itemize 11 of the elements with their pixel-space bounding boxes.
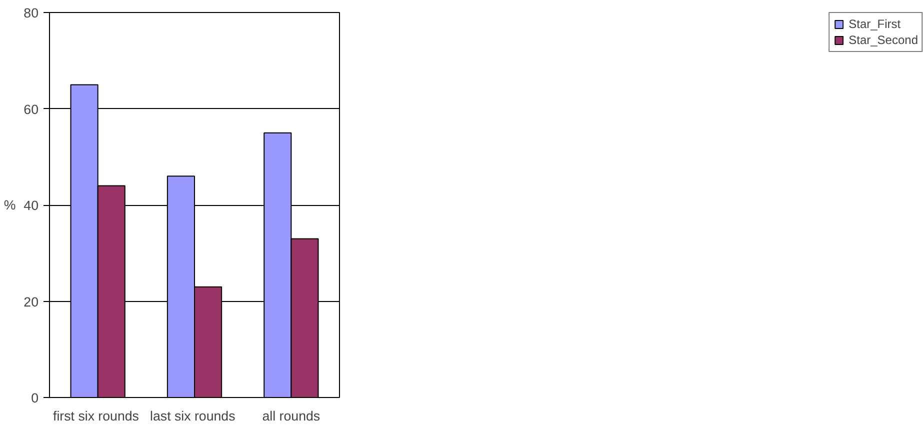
- x-tick-label: first six rounds: [53, 408, 140, 424]
- y-axis-title: %: [4, 198, 16, 212]
- y-tick-label: 60: [24, 102, 39, 117]
- legend-label: Star_Second: [848, 33, 918, 47]
- y-tick-label: 20: [24, 294, 39, 310]
- y-tick-label: 80: [24, 6, 39, 20]
- x-tick-label: all rounds: [262, 408, 320, 424]
- y-tick-label: 40: [24, 198, 39, 213]
- y-tick-label: 0: [31, 390, 39, 406]
- legend-label: Star_First: [848, 17, 901, 31]
- x-tick-label: last six rounds: [150, 408, 236, 424]
